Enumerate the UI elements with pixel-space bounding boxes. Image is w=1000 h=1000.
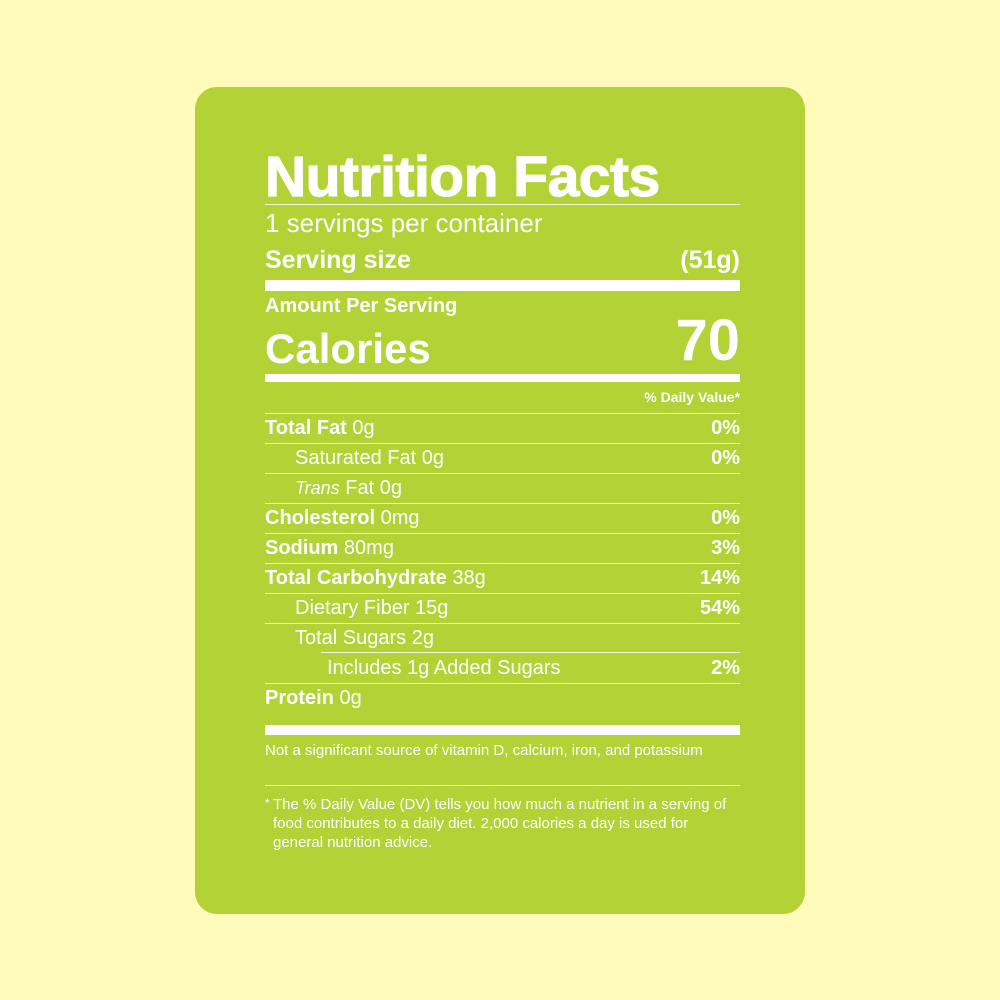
nutrient-name-italic: Trans: [295, 478, 340, 498]
calories-label: Calories: [265, 325, 431, 372]
nutrient-name: Total Fat: [265, 417, 347, 439]
nutrient-amount: 80mg: [343, 537, 394, 559]
serving-size-label: Serving size: [265, 246, 411, 274]
thick-divider-top: [265, 280, 740, 291]
daily-value-footnote: * The % Daily Value (DV) tells you how m…: [265, 796, 740, 852]
calories-row: Calories 70: [265, 312, 740, 370]
daily-value-header: % Daily Value*: [644, 389, 740, 405]
nutrient-amount: 38g: [452, 567, 486, 589]
nutrient-dv: 54%: [699, 597, 740, 619]
nutrient-row-total-sugars: Total Sugars 2g: [265, 623, 740, 653]
nutrient-name: Sodium: [265, 537, 339, 559]
nutrient-amount: 0g: [421, 447, 444, 469]
nutrient-amount: 0g: [339, 687, 362, 709]
servings-per-container: 1 servings per container: [265, 208, 543, 238]
nutrient-dv: 3%: [711, 537, 740, 559]
nutrient-amount: 0mg: [380, 507, 420, 529]
nutrient-name: Fat: [345, 477, 375, 499]
nutrient-row-saturated-fat: Saturated Fat 0g 0%: [265, 443, 740, 473]
nutrient-row-total-fat: Total Fat 0g 0%: [265, 413, 740, 443]
title-divider: [265, 204, 740, 205]
thick-divider-bottom: [265, 725, 740, 735]
vitamin-note: Not a significant source of vitamin D, c…: [265, 742, 703, 759]
nutrient-row-cholesterol: Cholesterol 0mg 0%: [265, 503, 740, 533]
nutrient-dv: 2%: [711, 656, 740, 679]
nutrient-name: Protein: [265, 687, 334, 709]
nutrient-name: Includes 1g Added Sugars: [327, 656, 561, 679]
nutrient-amount: 0g: [352, 417, 375, 439]
nutrient-row-trans-fat: Trans Fat 0g: [265, 473, 740, 503]
nutrient-name: Dietary Fiber: [295, 597, 410, 619]
nutrient-row-dietary-fiber: Dietary Fiber 15g 54%: [265, 593, 740, 623]
serving-size-row: Serving size (51g): [265, 248, 740, 273]
nutrient-name: Total Sugars: [295, 627, 407, 649]
footnote-star: *: [265, 796, 270, 810]
nutrient-dv: 0%: [711, 507, 740, 529]
nutrient-row-added-sugars: Includes 1g Added Sugars 2%: [265, 652, 740, 683]
nutrient-dv: 0%: [711, 417, 740, 439]
nutrient-table: Total Fat 0g 0% Saturated Fat 0g 0% Tran…: [265, 413, 740, 713]
nutrition-facts-label: Nutrition Facts 1 servings per container…: [195, 87, 805, 914]
thick-divider-calories: [265, 374, 740, 382]
nutrient-amount: 15g: [415, 597, 449, 619]
note-divider: [265, 785, 740, 786]
label-title: Nutrition Facts: [264, 145, 660, 209]
nutrient-name: Saturated Fat: [295, 447, 417, 469]
nutrient-row-total-carbohydrate: Total Carbohydrate 38g 14%: [265, 563, 740, 593]
calories-value: 70: [675, 308, 740, 373]
nutrient-row-sodium: Sodium 80mg 3%: [265, 533, 740, 563]
nutrient-amount: 0g: [379, 477, 402, 499]
nutrient-amount: 2g: [411, 627, 434, 649]
footnote-text: The % Daily Value (DV) tells you how muc…: [273, 796, 727, 851]
nutrient-row-protein: Protein 0g: [265, 683, 740, 713]
nutrient-dv: 14%: [699, 567, 740, 589]
nutrient-name: Cholesterol: [265, 507, 376, 529]
nutrient-dv: 0%: [711, 447, 740, 469]
serving-size-value: (51g): [680, 246, 740, 274]
amount-per-serving: Amount Per Serving: [265, 295, 458, 317]
nutrient-name: Total Carbohydrate: [265, 567, 447, 589]
